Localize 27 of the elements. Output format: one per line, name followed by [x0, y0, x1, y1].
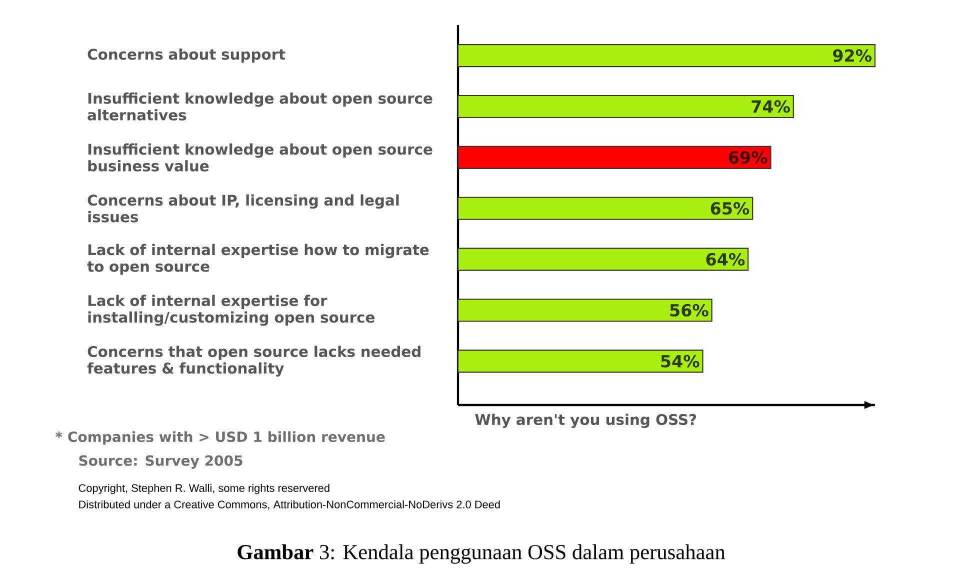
bar — [457, 350, 704, 373]
data-label: 92% — [833, 49, 872, 62]
data-label: 56% — [670, 304, 708, 317]
y-tick-label: Insufficient knowledge about open source business value — [88, 143, 432, 172]
x-axis-title: Why aren't you using OSS? — [475, 414, 696, 428]
y-tick-label: Lack of internal expertise for installing/customizing open source — [88, 294, 374, 326]
data-label: 65% — [710, 202, 750, 215]
data-label: 74% — [752, 100, 790, 113]
text: * Companies with > USD 1 billion revenue — [56, 431, 385, 445]
data-label: 64% — [706, 253, 745, 266]
source-note: Source: Survey 2005 — [79, 455, 242, 469]
bar — [457, 146, 772, 169]
data-label: 54% — [661, 354, 700, 368]
bar — [457, 298, 712, 322]
y-tick-label: Insufficient knowledge about open source alternatives — [88, 92, 432, 121]
y-tick-label: Concerns that open source lacks needed features & functionality — [87, 346, 420, 377]
y-tick-label: Concerns about IP, licensing and legal issues — [88, 194, 399, 222]
text: Gambar 3: Kendala penggunaan OSS dalam perusahaan — [238, 544, 726, 564]
bar — [457, 248, 749, 271]
bar — [457, 44, 876, 68]
text: Distributed under a Creative Commons, Attribution-NonCommercial-NoDerivs 2.0 Deed — [79, 500, 500, 510]
y-tick-label: Concerns about support — [88, 48, 286, 63]
y-tick-label: Lack of internal expertise how to migrate to open source — [87, 244, 429, 275]
bar — [457, 94, 794, 118]
data-label: 69% — [728, 151, 768, 164]
bar — [457, 196, 754, 220]
text: Copyright, Stephen R. Walli, some rights reservered — [78, 484, 330, 494]
